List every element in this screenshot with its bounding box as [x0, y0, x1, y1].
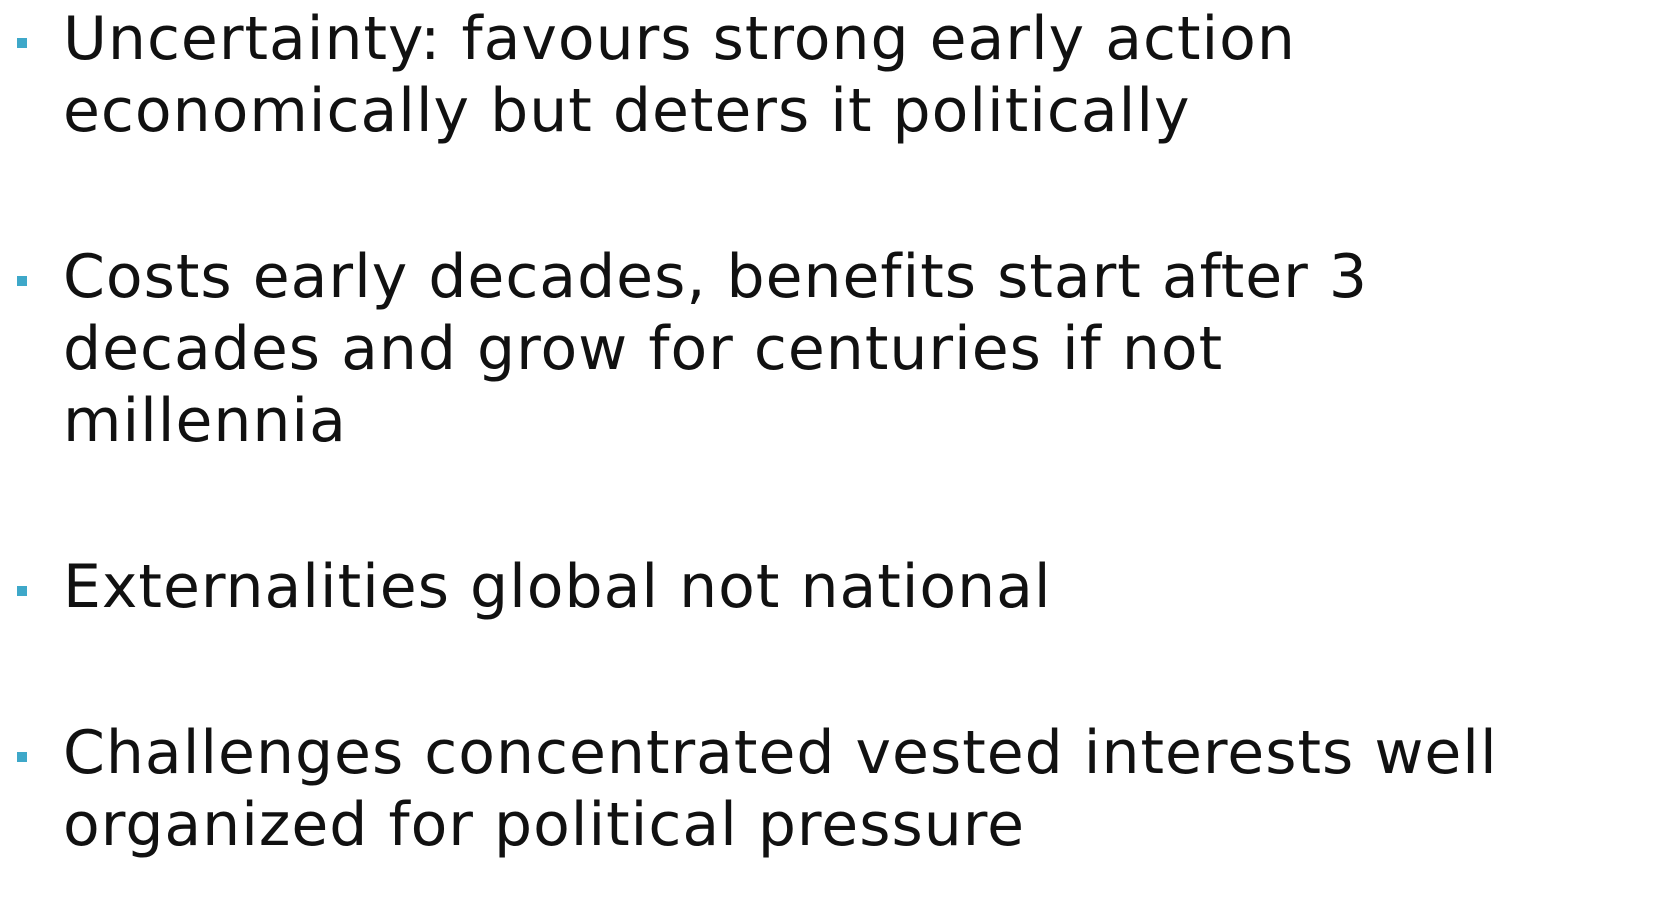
bullet-marker — [17, 38, 27, 48]
bullet-marker — [17, 752, 27, 762]
bullet-text-line: decades and grow for centuries if not — [63, 314, 1224, 384]
bullet-text-line: Costs early decades, benefits start afte… — [63, 242, 1369, 312]
bullet-text-line: millennia — [63, 386, 347, 456]
bullet-text-line: Uncertainty: favours strong early action — [63, 4, 1296, 74]
bullet-text-line: economically but deters it politically — [63, 76, 1191, 146]
bullet-text-line: Externalities global not national — [63, 552, 1052, 622]
bullet-text-line: Challenges concentrated vested interests… — [63, 718, 1498, 788]
bullet-marker — [17, 586, 27, 596]
bullet-text-line: organized for political pressure — [63, 790, 1025, 860]
bullet-marker — [17, 276, 27, 286]
